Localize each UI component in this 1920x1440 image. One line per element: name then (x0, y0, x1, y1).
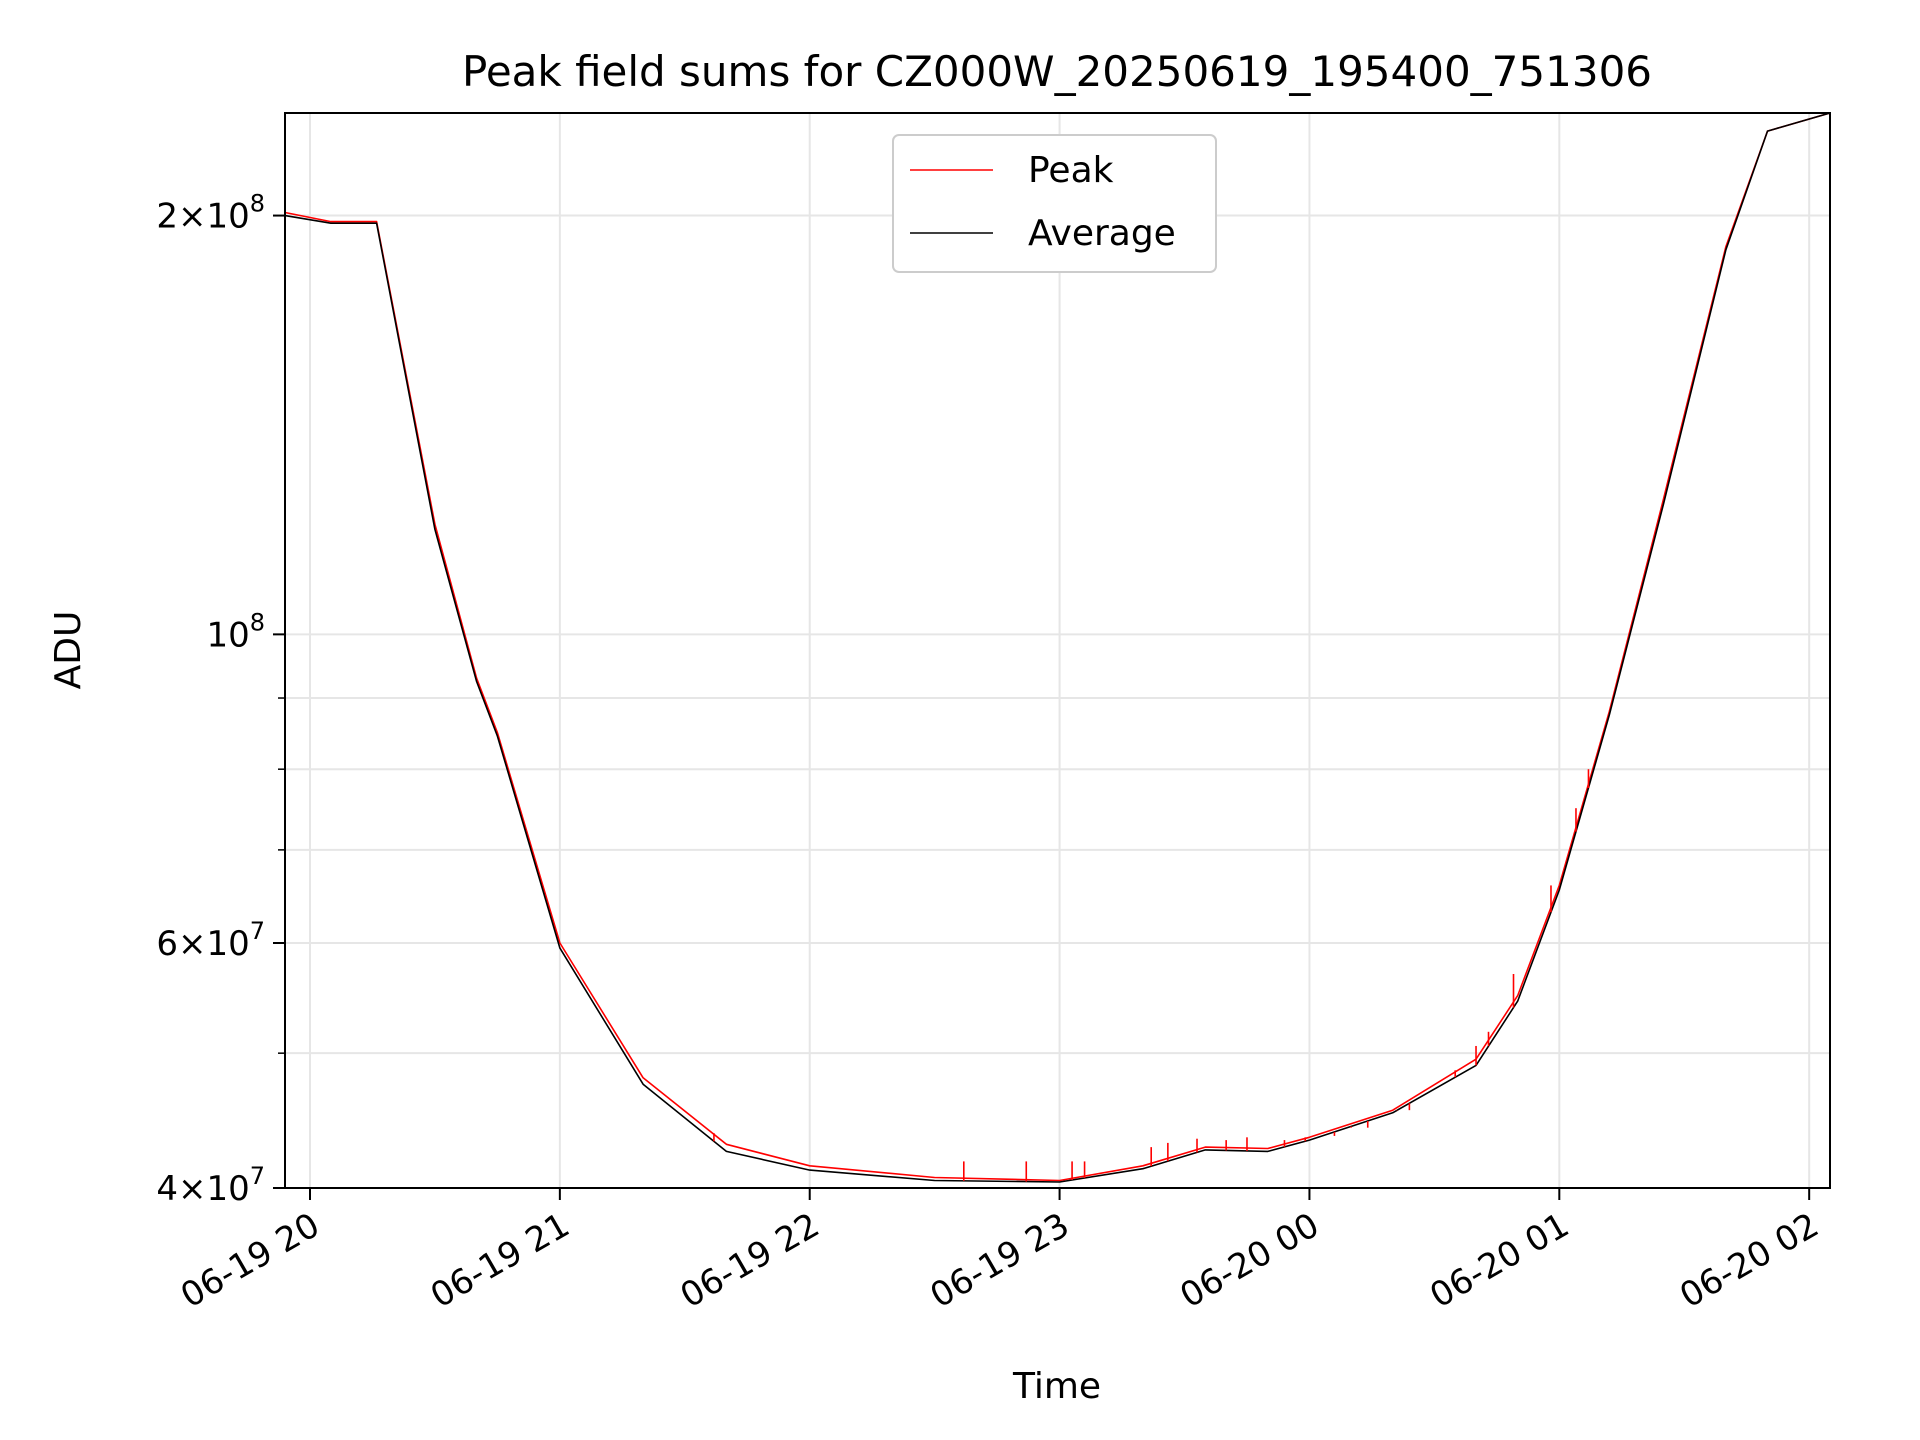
plot-frame (284, 112, 1831, 1189)
y-tick-mantissa: 2× (156, 197, 206, 237)
y-tick-exponent: 7 (250, 1162, 265, 1190)
y-tick-label: 4×107 (156, 1162, 265, 1209)
y-tick-label: 6×107 (156, 917, 265, 964)
legend-label-average: Average (1028, 213, 1176, 254)
y-tick-label: 2×108 (156, 190, 265, 237)
y-tick-exponent: 7 (250, 917, 265, 945)
series-line-average (284, 112, 1831, 1183)
y-tick-exponent: 8 (250, 190, 265, 218)
legend-label-peak: Peak (1028, 150, 1114, 191)
plot-area (285, 113, 1830, 1188)
y-tick-exponent: 8 (250, 608, 265, 636)
y-tick-mantissa: 6× (156, 924, 206, 964)
legend: Peak Average (892, 134, 1217, 273)
x-axis-label: Time (1012, 1366, 1101, 1407)
y-tick-base: 10 (206, 1169, 249, 1209)
series-lines (284, 112, 1831, 1183)
y-tick-base: 10 (206, 197, 249, 237)
series-line-peak (284, 112, 1831, 1182)
y-tick-mantissa: 4× (156, 1169, 206, 1209)
y-tick-base: 10 (206, 615, 249, 655)
y-axis-label: ADU (48, 611, 89, 690)
chart-title: Peak field sums for CZ000W_20250619_1954… (462, 47, 1652, 96)
y-tick-base: 10 (206, 924, 249, 964)
y-tick-label: 108 (206, 608, 265, 655)
